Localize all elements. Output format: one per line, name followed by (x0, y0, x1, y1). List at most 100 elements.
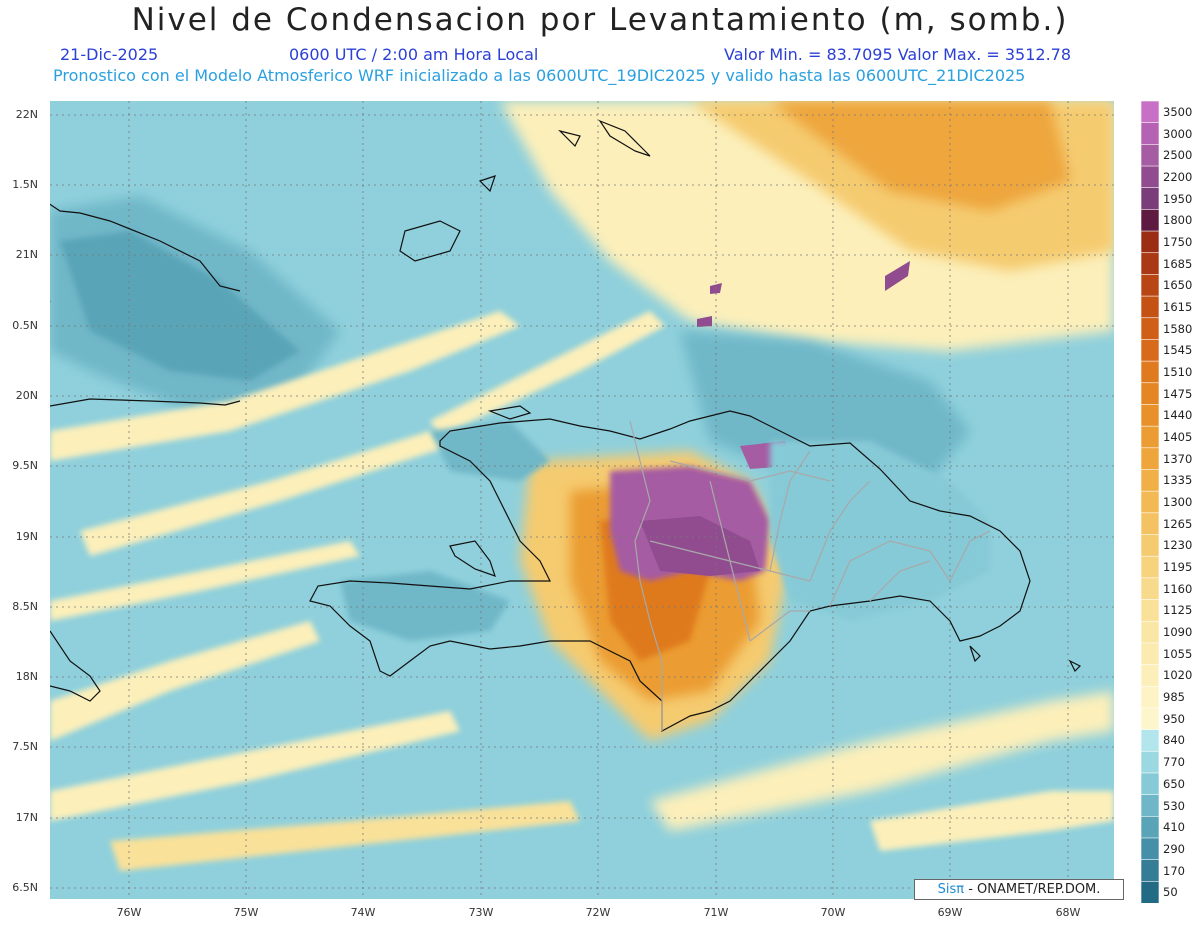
legend-label: 1230 (1163, 538, 1193, 553)
map-panel (50, 101, 1114, 899)
legend-label: 170 (1163, 863, 1185, 878)
legend-label: 1615 (1163, 299, 1193, 314)
lat-label: 21N (15, 248, 38, 261)
lat-label: 20N (15, 389, 38, 402)
cuba-coast (50, 398, 241, 407)
lon-label: 68W (1055, 906, 1081, 919)
legend-swatch (1141, 122, 1160, 146)
credit-brand: Sisπ (937, 882, 965, 897)
legend-label: 1685 (1163, 256, 1193, 271)
legend-label: 950 (1163, 711, 1185, 726)
legend-swatch (1141, 794, 1160, 818)
lat-label: 22N (15, 108, 38, 121)
legend-swatch (1141, 165, 1160, 189)
legend-swatch (1141, 274, 1160, 297)
lon-label: 71W (703, 906, 729, 919)
lon-label: 74W (350, 906, 376, 919)
legend-swatch (1141, 837, 1160, 861)
legend-swatch (1141, 187, 1160, 211)
graticule (50, 101, 1114, 899)
color-legend (1141, 101, 1160, 903)
legend-swatch (1141, 101, 1160, 124)
legend-label: 1300 (1163, 495, 1193, 509)
legend-label: 3000 (1163, 126, 1193, 141)
legend-label: 1510 (1163, 364, 1193, 379)
legend-label: 1475 (1163, 386, 1193, 401)
gonave-island (449, 540, 496, 577)
lon-label: 76W (116, 906, 142, 919)
shaded-field (50, 101, 1114, 871)
lat-label: 6.5N (12, 881, 38, 894)
legend-label: 1950 (1163, 191, 1193, 206)
legend-swatch (1141, 469, 1160, 492)
legend-label: 985 (1163, 690, 1185, 705)
legend-label: 2500 (1163, 148, 1193, 163)
legend-swatch (1141, 729, 1160, 753)
lon-label: 70W (820, 906, 846, 919)
legend-swatch (1141, 555, 1160, 579)
lat-label: 7.5N (12, 740, 38, 753)
lon-label: 72W (585, 906, 611, 919)
legend-label: 1090 (1163, 625, 1193, 640)
lon-label: 75W (233, 906, 259, 919)
hispaniola-coast (309, 410, 1031, 733)
legend-label: 1750 (1163, 234, 1193, 249)
legend-swatch (1141, 664, 1160, 688)
legend-label: 1160 (1163, 581, 1193, 596)
legend-label: 50 (1163, 885, 1178, 900)
forecast-label: Pronostico con el Modelo Atmosferico WRF… (53, 66, 1026, 85)
legend-label: 1545 (1163, 343, 1193, 358)
legend-label: 410 (1163, 820, 1185, 835)
lat-label: 1.5N (12, 178, 38, 191)
legend-swatch (1141, 512, 1160, 536)
lon-label: 69W (937, 906, 963, 919)
legend-label: 1195 (1163, 560, 1193, 574)
legend-swatch (1141, 620, 1160, 644)
lat-label: 0.5N (12, 319, 38, 332)
legend-swatch (1141, 447, 1160, 471)
legend-swatch (1141, 490, 1160, 514)
legend-swatch (1141, 425, 1160, 449)
legend-label: 1440 (1163, 408, 1193, 423)
legend-swatch (1141, 881, 1160, 903)
lat-label: 17N (15, 811, 38, 824)
legend-label: 2200 (1163, 169, 1193, 184)
legend-swatch (1141, 339, 1160, 362)
legend-label: 1580 (1163, 321, 1193, 336)
legend-label: 530 (1163, 798, 1185, 813)
legend-swatch (1141, 317, 1160, 341)
legend-swatch (1141, 382, 1160, 406)
lat-label: 19N (15, 530, 38, 543)
legend-swatch (1141, 707, 1160, 731)
legend-swatch (1141, 815, 1160, 839)
legend-label: 290 (1163, 841, 1185, 856)
legend-swatch (1141, 360, 1160, 384)
lon-label: 73W (468, 906, 494, 919)
legend-swatch (1141, 577, 1160, 601)
legend-label: 3500 (1163, 104, 1193, 119)
legend-swatch (1141, 685, 1160, 709)
legend-label: 1335 (1163, 473, 1193, 488)
legend-label: 1800 (1163, 213, 1193, 228)
credit-box: Sisπ - ONAMET/REP.DOM. (914, 879, 1124, 900)
credit-text: - ONAMET/REP.DOM. (964, 882, 1101, 897)
condensation-map (50, 101, 1114, 899)
legend-label: 1020 (1163, 668, 1193, 683)
province-borders (629, 420, 991, 731)
legend-swatch (1141, 209, 1160, 232)
legend-label: 1650 (1163, 278, 1193, 293)
legend-label: 1055 (1163, 646, 1193, 661)
legend-swatch (1141, 144, 1160, 167)
legend-label: 650 (1163, 776, 1185, 791)
inagua-island (399, 220, 461, 262)
coastlines (50, 119, 1082, 733)
lat-label: 8.5N (12, 600, 38, 613)
lat-label: 18N (15, 670, 38, 683)
time-label: 0600 UTC / 2:00 am Hora Local (289, 45, 539, 64)
legend-swatch (1141, 750, 1160, 774)
legend-swatch (1141, 252, 1160, 276)
legend-swatch (1141, 295, 1160, 319)
map-title: Nivel de Condensacion por Levantamiento … (131, 2, 1069, 38)
legend-swatch (1141, 534, 1160, 557)
legend-swatch (1141, 404, 1160, 427)
